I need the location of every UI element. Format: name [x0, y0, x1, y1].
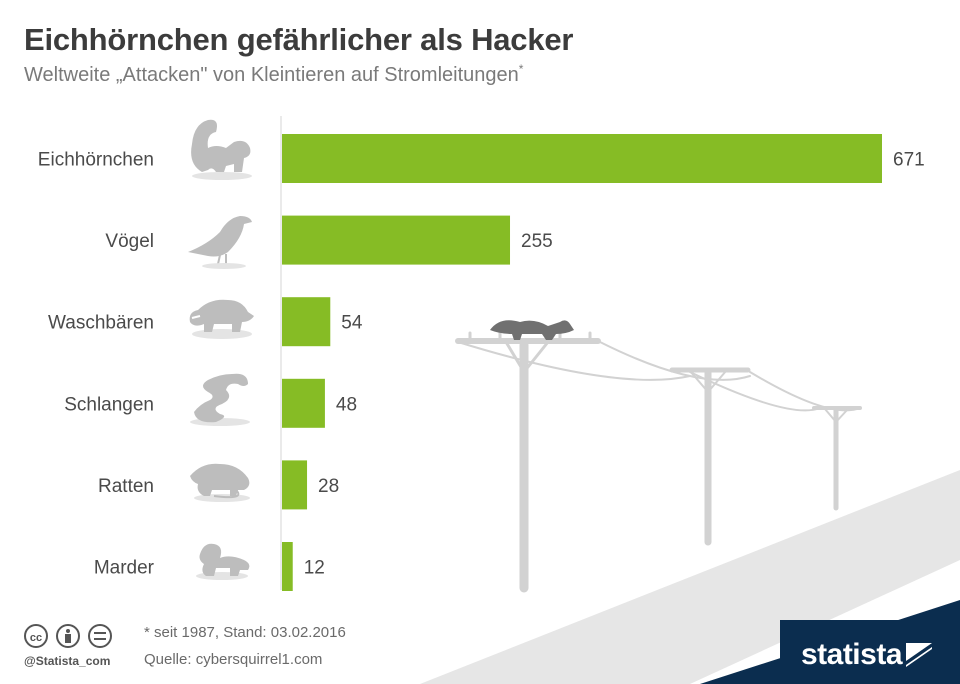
bar-4	[282, 460, 308, 510]
chart-subtitle: Weltweite „Attacken" von Kleintieren auf…	[24, 62, 524, 87]
footnote: * seit 1987, Stand: 03.02.2016	[144, 624, 346, 641]
raccoon-icon	[189, 299, 254, 339]
svg-text:cc: cc	[30, 632, 42, 644]
cc-license-icons: cc	[24, 624, 112, 648]
statista-logo-mark	[906, 643, 932, 667]
bar-5	[282, 542, 293, 591]
category-label: Ratten	[98, 476, 154, 497]
value-label: 671	[893, 150, 925, 171]
snake-icon	[190, 373, 250, 426]
category-label: Marder	[94, 558, 155, 579]
statista-handle: @Statista_com	[24, 654, 111, 668]
bar-1	[282, 215, 511, 265]
value-label: 54	[341, 313, 363, 334]
power-poles-illustration	[455, 331, 862, 593]
subtitle-footnote-marker: *	[518, 62, 524, 76]
pole-squirrel-silhouette	[490, 320, 574, 340]
category-label: Waschbären	[48, 313, 154, 334]
bar-0	[282, 134, 882, 183]
bar-3	[282, 378, 325, 428]
attribution-icon	[56, 624, 80, 648]
category-label: Vögel	[105, 231, 154, 252]
no-derivatives-icon	[88, 624, 112, 648]
value-label: 12	[304, 558, 325, 579]
value-label: 28	[318, 476, 339, 497]
chart-title: Eichhörnchen gefährlicher als Hacker	[24, 22, 574, 57]
cc-icon	[24, 624, 48, 648]
category-label: Schlangen	[64, 394, 154, 415]
marten-icon	[196, 543, 250, 580]
squirrel-icon	[191, 119, 252, 180]
source-note: Quelle: cybersquirrel1.com	[144, 651, 323, 668]
bars-layer: Eichhörnchen 671 Vögel 255 Waschbären 54 Schla…	[38, 134, 925, 591]
subtitle-text: Weltweite „Attacken" von Kleintieren auf…	[24, 64, 519, 86]
bird-icon	[188, 216, 252, 269]
statista-brand: statista	[800, 638, 903, 671]
value-label: 48	[336, 394, 357, 415]
value-label: 255	[521, 231, 553, 252]
background-road-shape	[420, 470, 960, 684]
category-label: Eichhörnchen	[38, 150, 154, 171]
rat-icon	[190, 463, 250, 502]
bar-2	[282, 297, 331, 347]
